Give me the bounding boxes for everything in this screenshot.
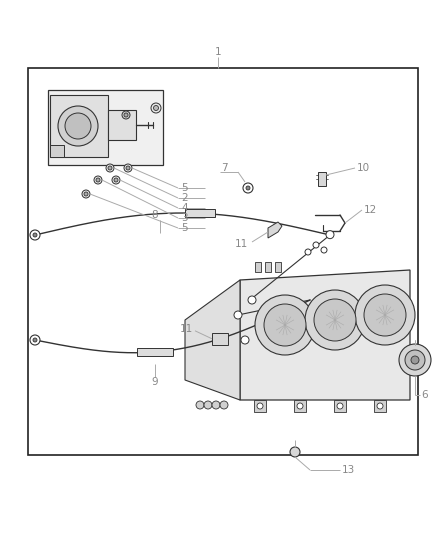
Circle shape xyxy=(243,183,253,193)
Circle shape xyxy=(290,447,300,457)
Circle shape xyxy=(377,403,383,409)
Text: 2: 2 xyxy=(181,193,187,203)
Circle shape xyxy=(33,338,37,342)
Bar xyxy=(255,262,261,272)
Circle shape xyxy=(248,296,256,304)
Circle shape xyxy=(112,176,120,184)
Circle shape xyxy=(106,164,114,172)
Bar xyxy=(137,348,173,356)
Circle shape xyxy=(241,336,249,344)
Circle shape xyxy=(153,106,159,110)
Circle shape xyxy=(405,350,425,370)
Bar xyxy=(254,400,266,412)
Circle shape xyxy=(212,401,220,409)
Bar xyxy=(212,333,228,345)
Bar xyxy=(185,209,215,217)
Text: 12: 12 xyxy=(364,205,377,215)
Polygon shape xyxy=(50,145,64,157)
Circle shape xyxy=(84,192,88,196)
Circle shape xyxy=(108,166,112,170)
Circle shape xyxy=(255,295,315,355)
Circle shape xyxy=(337,403,343,409)
Bar xyxy=(374,400,386,412)
Circle shape xyxy=(30,230,40,240)
Circle shape xyxy=(364,294,406,336)
Text: 8: 8 xyxy=(152,210,158,220)
Circle shape xyxy=(114,178,118,182)
Text: 5: 5 xyxy=(181,223,187,233)
Text: 4: 4 xyxy=(181,203,187,213)
Circle shape xyxy=(82,190,90,198)
Circle shape xyxy=(257,403,263,409)
Circle shape xyxy=(305,249,311,255)
Text: 13: 13 xyxy=(342,465,355,475)
Text: 6: 6 xyxy=(421,390,427,400)
Circle shape xyxy=(411,356,419,364)
Polygon shape xyxy=(240,270,410,400)
Circle shape xyxy=(126,166,130,170)
Text: 9: 9 xyxy=(152,377,158,387)
Circle shape xyxy=(122,111,130,119)
Circle shape xyxy=(321,247,327,253)
Text: 1: 1 xyxy=(215,47,221,57)
Bar xyxy=(275,262,281,272)
Circle shape xyxy=(196,401,204,409)
Text: 11: 11 xyxy=(235,239,248,249)
Circle shape xyxy=(220,401,228,409)
Bar xyxy=(108,110,136,140)
Circle shape xyxy=(305,290,365,350)
Circle shape xyxy=(234,311,242,319)
Polygon shape xyxy=(268,222,282,238)
Circle shape xyxy=(297,403,303,409)
Circle shape xyxy=(58,106,98,146)
Circle shape xyxy=(124,164,132,172)
Bar xyxy=(294,400,306,412)
Text: 11: 11 xyxy=(180,324,193,334)
Text: 10: 10 xyxy=(357,163,370,173)
Text: 5: 5 xyxy=(181,183,187,193)
Circle shape xyxy=(313,242,319,248)
Bar xyxy=(265,262,271,272)
Circle shape xyxy=(65,113,91,139)
Bar xyxy=(50,95,108,157)
Bar xyxy=(334,400,346,412)
Circle shape xyxy=(314,299,356,341)
Circle shape xyxy=(264,304,306,346)
Circle shape xyxy=(326,231,334,239)
Circle shape xyxy=(96,178,100,182)
Circle shape xyxy=(94,176,102,184)
Circle shape xyxy=(124,113,128,117)
Circle shape xyxy=(204,401,212,409)
Text: 3: 3 xyxy=(181,213,187,223)
Bar xyxy=(48,90,163,165)
Text: 7: 7 xyxy=(221,163,228,173)
Bar xyxy=(28,68,418,455)
Circle shape xyxy=(355,285,415,345)
Circle shape xyxy=(151,103,161,113)
Circle shape xyxy=(246,186,250,190)
Circle shape xyxy=(33,233,37,237)
Circle shape xyxy=(399,344,431,376)
Bar xyxy=(318,172,326,186)
Circle shape xyxy=(30,335,40,345)
Polygon shape xyxy=(185,280,240,400)
